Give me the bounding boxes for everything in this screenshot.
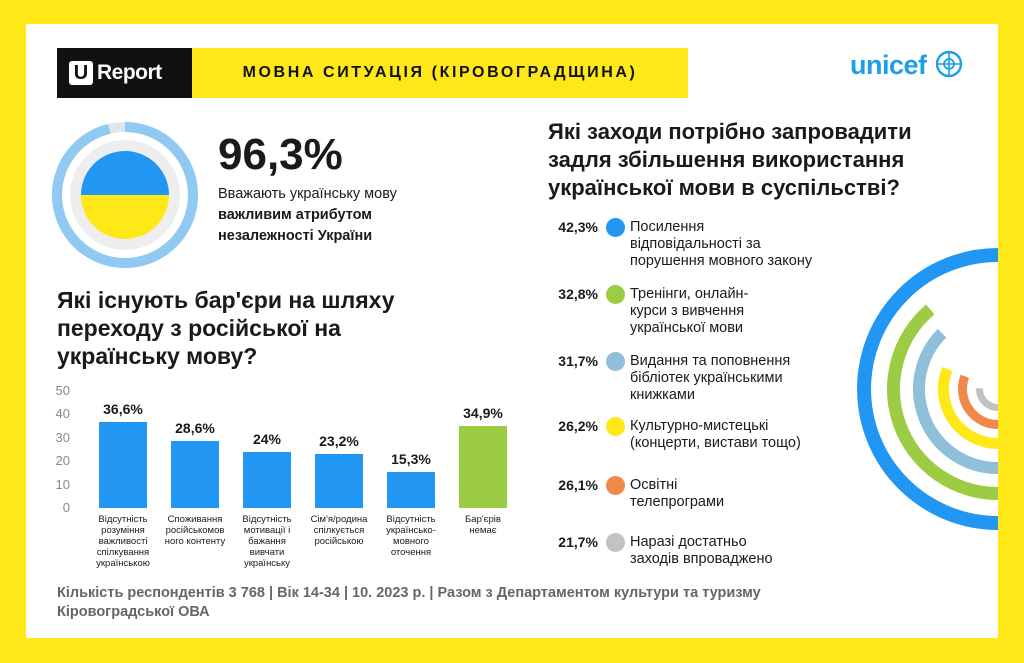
bar xyxy=(315,453,363,508)
y-tick-label: 10 xyxy=(55,476,70,492)
measure-color-dot xyxy=(606,218,625,237)
measure-arc xyxy=(887,304,998,500)
footer-note: Кількість респондентів 3 768 | Вік 14-34… xyxy=(57,584,937,622)
measure-arc xyxy=(913,329,998,474)
measure-percent: 32,8% xyxy=(558,286,598,302)
page-title: МОВНА СИТУАЦІЯ (КІРОВОГРАДЩИНА) xyxy=(242,64,638,81)
ureport-logo-mark: U xyxy=(69,61,93,85)
measure-percent: 42,3% xyxy=(558,219,598,235)
importance-arc xyxy=(52,122,198,268)
highlight-description: Вважають українську мову важливим атрибу… xyxy=(218,184,458,247)
barriers-question: Які існують бар'єри на шляху переходу з … xyxy=(57,286,457,370)
y-tick-label: 50 xyxy=(55,383,70,398)
y-tick-label: 30 xyxy=(55,429,70,445)
y-tick-label: 40 xyxy=(55,406,70,422)
measure-percent: 26,2% xyxy=(558,418,598,434)
bar-category-label: Сім'я/родина спілкується російською xyxy=(310,514,368,547)
bar xyxy=(171,441,219,508)
bar xyxy=(99,422,147,508)
barriers-question-line: українську мову? xyxy=(57,343,258,369)
bar xyxy=(243,451,291,508)
infographic-card xyxy=(26,24,998,638)
highlight-desc-bold2: незалежності України xyxy=(218,228,373,244)
measures-question-line: задля збільшення використання xyxy=(548,147,905,172)
y-tick-label: 0 xyxy=(62,500,70,515)
y-tick-label: 20 xyxy=(55,453,70,469)
highlight-value: 96,3% xyxy=(218,130,343,179)
bar xyxy=(387,472,435,508)
measure-label: Посилення відповідальності за порушення мо… xyxy=(630,219,813,269)
measure-color-dot xyxy=(606,285,625,304)
measure-label: Видання та поповнення бібліотек українськ… xyxy=(630,353,791,403)
measure-arc xyxy=(857,248,998,530)
measure-color-dot xyxy=(606,533,625,552)
bar-value-label: 36,6% xyxy=(103,401,143,418)
measure-label: Тренінги, онлайн-курси з вивчення українс… xyxy=(630,286,749,336)
bar-value-label: 15,3% xyxy=(391,451,431,468)
measures-radial-chart xyxy=(857,248,998,530)
highlight-desc-line1: Вважають українську мову xyxy=(218,186,397,202)
bar-category-label: Відсутність розуміння важливості спілкуванн… xyxy=(96,514,150,569)
measures-question-line: української мови в суспільстві? xyxy=(548,175,900,200)
measure-label: Освітні телепрограми xyxy=(630,477,725,510)
bar-category-label: Бар'єрів немає xyxy=(465,514,501,536)
barriers-question-line: переходу з російської на xyxy=(57,315,341,341)
bar xyxy=(459,426,507,508)
measures-question-line: Які заходи потрібно запровадити xyxy=(548,119,912,144)
measure-color-dot xyxy=(606,476,625,495)
measure-label: Наразі достатньо заходів впроваджено xyxy=(630,534,773,567)
measure-color-dot xyxy=(606,417,625,436)
measure-percent: 31,7% xyxy=(558,353,598,369)
highlight-desc-bold1: важливим атрибутом xyxy=(218,207,373,223)
unicef-logo-text: unicef xyxy=(850,50,927,80)
bar-value-label: 34,9% xyxy=(463,405,503,422)
globe-icon xyxy=(935,50,962,78)
bar-value-label: 24% xyxy=(252,430,282,447)
measures-question: Які заходи потрібно запровадити задля зб… xyxy=(548,118,968,202)
measure-arc xyxy=(938,367,998,449)
measure-percent: 26,1% xyxy=(558,477,598,493)
footer-line: Кількість респондентів 3 768 | Вік 14-34… xyxy=(57,585,761,601)
bar-value-label: 28,6% xyxy=(175,420,215,437)
title-banner: МОВНА СИТУАЦІЯ (КІРОВОГРАДЩИНА) xyxy=(192,48,688,98)
importance-donut xyxy=(52,122,198,268)
measure-percent: 21,7% xyxy=(558,534,598,550)
measure-color-dot xyxy=(606,352,625,371)
measure-arc xyxy=(958,374,998,429)
barriers-question-line: Які існують бар'єри на шляху xyxy=(57,287,395,313)
bar-category-label: Споживання російськомов ного контенту xyxy=(164,514,226,547)
ureport-logo-text: Report xyxy=(97,61,162,84)
bar-category-label: Відсутність українсько-мовного оточення xyxy=(386,514,436,558)
bar-category-label: Відсутність мотивації і бажання вивчати укра… xyxy=(242,514,292,569)
footer-line: Кіровоградської ОВА xyxy=(57,604,210,620)
ureport-logo: U Report xyxy=(57,48,192,98)
ukraine-flag-icon xyxy=(81,151,169,239)
unicef-logo: unicef xyxy=(850,50,963,81)
bar-value-label: 23,2% xyxy=(319,432,359,449)
measure-arc xyxy=(976,388,998,411)
measure-label: Культурно-мистецькі (концерти, вистави то… xyxy=(630,418,801,451)
